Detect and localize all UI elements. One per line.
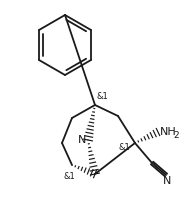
Text: NH: NH [160, 127, 177, 137]
Text: &1: &1 [63, 172, 75, 181]
Text: N: N [78, 135, 86, 145]
Text: 2: 2 [173, 130, 179, 140]
Text: &1: &1 [119, 144, 131, 152]
Text: &1: &1 [97, 92, 109, 101]
Text: N: N [163, 176, 171, 186]
